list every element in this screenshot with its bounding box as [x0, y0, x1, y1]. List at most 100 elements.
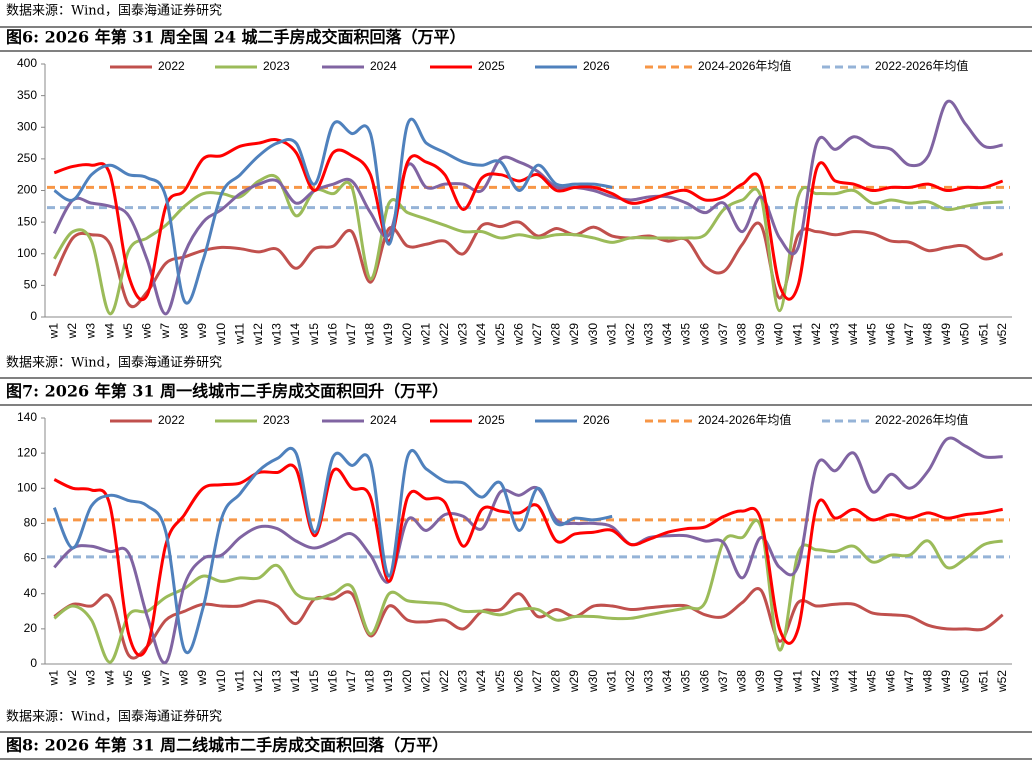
y-tick-label: 40: [24, 586, 38, 600]
series-line: [53, 436, 1003, 665]
x-tick-label: w34: [660, 670, 674, 693]
x-tick-label: w10: [214, 670, 228, 693]
x-tick-label: w6: [139, 670, 153, 687]
legend-label: 2025: [478, 413, 505, 427]
x-tick-label: w2: [65, 323, 79, 340]
x-tick-label: w48: [920, 323, 934, 346]
x-tick-label: w9: [195, 323, 209, 340]
y-tick-label: 400: [17, 56, 37, 70]
x-tick-label: w20: [400, 670, 414, 693]
x-tick-label: w1: [46, 670, 60, 687]
x-tick-label: w14: [288, 670, 302, 693]
x-tick-label: w5: [121, 670, 135, 687]
legend-label: 2022-2026年均值: [875, 412, 968, 427]
x-tick-label: w28: [549, 323, 563, 346]
legend-label: 2024: [370, 59, 397, 73]
x-tick-label: w20: [400, 323, 414, 346]
x-tick-label: w31: [604, 670, 618, 693]
y-tick-label: 250: [17, 151, 37, 165]
legend-label: 2026: [583, 59, 610, 73]
x-tick-label: w45: [865, 323, 879, 346]
x-tick-label: w10: [214, 323, 228, 346]
x-tick-label: w40: [772, 323, 786, 346]
x-tick-label: w15: [307, 323, 321, 346]
x-tick-label: w27: [530, 670, 544, 693]
legend-label: 2024: [370, 413, 397, 427]
series-line: [52, 220, 1004, 309]
x-tick-label: w18: [363, 670, 377, 693]
x-tick-label: w44: [846, 670, 860, 693]
x-tick-label: w47: [902, 323, 916, 346]
x-tick-label: w7: [158, 323, 172, 340]
x-tick-label: w44: [846, 323, 860, 346]
x-tick-label: w15: [307, 670, 321, 693]
series-line: [53, 587, 1004, 660]
x-tick-label: w17: [344, 323, 358, 346]
x-tick-label: w25: [493, 323, 507, 346]
x-tick-label: w52: [995, 323, 1009, 346]
x-tick-label: w37: [716, 323, 730, 346]
x-tick-label: w7: [158, 670, 172, 687]
x-tick-label: w14: [288, 323, 302, 346]
x-tick-label: w18: [363, 323, 377, 346]
x-tick-label: w41: [790, 670, 804, 693]
series-line: [53, 173, 1003, 316]
x-tick-label: w31: [604, 323, 618, 346]
chart-title: 图7: 2026 年第 31 周一线城市二手房成交面积回升（万平）: [6, 382, 448, 401]
x-tick-label: w16: [325, 670, 339, 693]
legend-label: 2023: [263, 413, 290, 427]
x-tick-label: w25: [493, 670, 507, 693]
source-note: 数据来源：Wind，国泰海通证券研究: [6, 355, 222, 371]
y-tick-label: 150: [17, 214, 37, 228]
x-tick-label: w9: [195, 670, 209, 687]
x-tick-label: w19: [381, 323, 395, 346]
x-tick-label: w3: [84, 670, 98, 687]
x-tick-label: w51: [976, 323, 990, 346]
x-tick-label: w16: [325, 323, 339, 346]
x-tick-label: w49: [939, 323, 953, 346]
x-tick-label: w6: [139, 323, 153, 340]
x-tick-label: w21: [418, 670, 432, 693]
x-tick-label: w23: [456, 670, 470, 693]
x-tick-label: w28: [549, 670, 563, 693]
x-tick-label: w39: [753, 323, 767, 346]
source-note: 数据来源：Wind，国泰海通证券研究: [6, 3, 222, 19]
x-tick-label: w42: [809, 670, 823, 693]
series-line: [52, 99, 1003, 316]
x-tick-label: w2: [65, 670, 79, 687]
x-tick-label: w46: [883, 670, 897, 693]
x-tick-label: w5: [121, 323, 135, 340]
x-tick-label: w3: [84, 323, 98, 340]
chart-title: 图6: 2026 年第 31 周全国 24 城二手房成交面积回落（万平）: [6, 28, 466, 47]
x-tick-label: w34: [660, 323, 674, 346]
x-tick-label: w35: [679, 670, 693, 693]
y-tick-label: 100: [17, 480, 37, 494]
x-tick-label: w36: [697, 323, 711, 346]
legend-label: 2023: [263, 59, 290, 73]
x-tick-label: w52: [995, 670, 1009, 693]
x-tick-label: w50: [958, 323, 972, 346]
x-tick-label: w32: [623, 323, 637, 346]
x-tick-label: w51: [976, 670, 990, 693]
y-tick-label: 140: [17, 410, 37, 424]
y-tick-label: 350: [17, 88, 37, 102]
y-tick-label: 50: [24, 278, 38, 292]
x-tick-label: w11: [232, 670, 246, 692]
series-line: [53, 518, 1003, 664]
x-tick-label: w47: [902, 670, 916, 693]
x-tick-label: w50: [958, 670, 972, 693]
y-tick-label: 0: [30, 656, 37, 670]
legend-label: 2022-2026年均值: [875, 58, 968, 73]
x-tick-label: w11: [232, 323, 246, 345]
legend-label: 2024-2026年均值: [698, 412, 791, 427]
y-tick-label: 300: [17, 119, 37, 133]
x-tick-label: w36: [697, 670, 711, 693]
x-tick-label: w38: [735, 323, 749, 346]
series-line: [53, 463, 1003, 657]
x-tick-label: w24: [474, 323, 488, 346]
series-line: [52, 446, 613, 655]
x-tick-label: w8: [177, 670, 191, 687]
y-tick-label: 200: [17, 183, 37, 197]
x-tick-label: w39: [753, 670, 767, 693]
